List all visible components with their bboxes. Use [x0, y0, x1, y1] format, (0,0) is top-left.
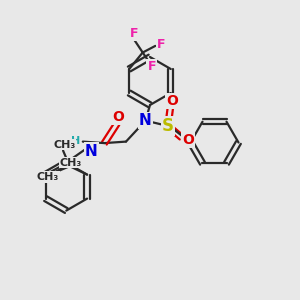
Text: N: N	[139, 113, 152, 128]
Text: CH₃: CH₃	[53, 140, 75, 150]
Text: O: O	[166, 94, 178, 108]
Text: N: N	[85, 144, 98, 159]
Text: CH₃: CH₃	[37, 172, 59, 182]
Text: S: S	[162, 117, 174, 135]
Text: CH₃: CH₃	[60, 158, 82, 168]
Text: H: H	[71, 136, 80, 146]
Text: F: F	[148, 60, 156, 74]
Text: F: F	[130, 27, 138, 40]
Text: O: O	[182, 133, 194, 147]
Text: O: O	[112, 110, 124, 124]
Text: F: F	[157, 38, 166, 51]
